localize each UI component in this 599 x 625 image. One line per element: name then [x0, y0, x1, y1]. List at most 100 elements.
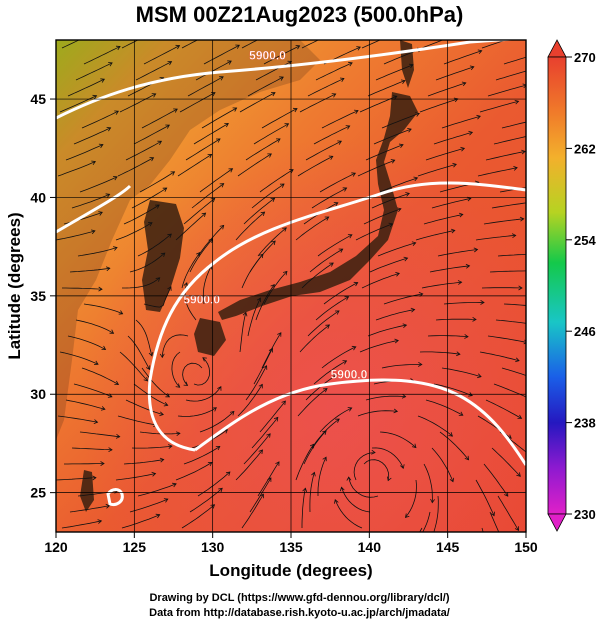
streamline: [193, 357, 211, 386]
streamline: [131, 445, 172, 449]
streamline: [417, 163, 457, 177]
streamline-arrowhead: [516, 34, 520, 38]
streamline-arrowhead: [256, 297, 261, 303]
streamline-arrowhead: [529, 134, 533, 138]
streamline: [123, 459, 164, 465]
streamline-arrowhead: [473, 247, 479, 253]
streamline: [321, 346, 356, 369]
streamline: [495, 70, 526, 81]
streamline: [253, 123, 289, 145]
streamline: [497, 253, 526, 257]
streamline-arrowhead: [168, 444, 173, 449]
streamline-arrowhead: [277, 332, 282, 337]
streamline-arrowhead: [155, 277, 161, 282]
streamline-arrowhead: [334, 310, 340, 315]
streamline: [241, 494, 264, 529]
streamline: [261, 332, 282, 369]
streamline-arrowhead: [242, 311, 248, 317]
streamline: [319, 407, 352, 433]
streamline: [319, 172, 356, 193]
streamline-arrowhead: [322, 430, 327, 435]
streamline: [489, 270, 526, 273]
streamline-arrowhead: [262, 365, 268, 370]
streamline-arrowhead: [273, 416, 279, 422]
x-tick-label: 135: [279, 539, 303, 555]
streamline-arrowhead: [333, 202, 339, 207]
streamline: [295, 216, 329, 241]
streamline: [119, 93, 156, 113]
streamline: [301, 488, 306, 528]
streamline: [417, 415, 453, 437]
streamline-arrowhead: [324, 216, 330, 221]
streamline-arrowhead: [215, 138, 221, 143]
streamline-arrowhead: [404, 513, 410, 518]
streamline: [357, 159, 395, 177]
streamline-arrowhead: [94, 30, 98, 34]
y-tick-label: 40: [30, 189, 46, 205]
streamline-arrowhead: [418, 361, 423, 367]
streamline-arrowhead: [219, 224, 225, 230]
streamline: [73, 127, 111, 145]
streamline-arrowhead: [519, 216, 525, 222]
streamline-arrowhead: [218, 487, 223, 493]
streamline-arrowhead: [229, 410, 235, 416]
streamline: [295, 444, 315, 481]
streamline-arrowhead: [412, 543, 416, 547]
streamline: [241, 40, 259, 49]
streamline-arrowhead: [536, 377, 540, 381]
streamline: [405, 479, 417, 518]
streamline: [348, 477, 379, 498]
streamline: [475, 235, 516, 241]
map-figure: 5900.0 5900.0 5900.0 120 125 130 135 140 145 150…: [5, 30, 596, 580]
streamline-arrowhead: [202, 357, 207, 362]
streamline: [371, 193, 410, 209]
streamline-arrowhead: [159, 353, 165, 359]
streamline: [475, 479, 495, 516]
streamline-arrowhead: [207, 153, 213, 159]
streamline-arrowhead: [398, 143, 404, 149]
streamline: [495, 319, 526, 324]
streamline: [237, 153, 272, 177]
japan-landmass: [218, 92, 418, 320]
streamline-arrowhead: [105, 193, 111, 198]
streamline-arrowhead: [276, 138, 281, 143]
streamline-arrowhead: [334, 499, 339, 504]
streamline-arrowhead: [148, 351, 154, 357]
streamline: [479, 351, 520, 362]
streamline: [59, 95, 97, 113]
streamline: [133, 124, 170, 145]
streamline: [491, 202, 526, 209]
streamline: [181, 504, 215, 529]
streamline-arrowhead: [228, 168, 234, 173]
streamline-arrowhead: [155, 204, 160, 209]
streamline-arrowhead: [115, 45, 121, 51]
streamline: [64, 463, 105, 465]
streamline: [315, 296, 349, 321]
streamline: [255, 284, 275, 321]
streamline-arrowhead: [105, 503, 111, 509]
streamline: [245, 138, 281, 161]
streamline: [161, 334, 189, 358]
streamline-arrowhead: [183, 282, 189, 287]
streamline-arrowhead: [395, 31, 399, 35]
streamline: [56, 230, 96, 241]
streamline-arrowhead: [405, 192, 410, 197]
x-tick-label: 125: [123, 539, 147, 555]
streamline-arrowhead: [469, 65, 475, 71]
streamline: [243, 433, 271, 465]
streamline-arrowhead: [282, 270, 288, 276]
streamline: [323, 282, 358, 305]
streamline-arrowhead: [335, 418, 340, 423]
streamline-arrowhead: [514, 99, 520, 105]
streamline: [489, 511, 500, 532]
streamline: [419, 98, 458, 113]
streamline-arrowhead: [411, 241, 417, 246]
streamline: [75, 319, 114, 334]
contour-line-middle: [56, 181, 526, 452]
streamline-arrowhead: [143, 376, 149, 382]
streamline: [71, 193, 110, 209]
contour-closed-small: [106, 488, 124, 506]
streamline-arrowhead: [146, 365, 151, 371]
streamline: [253, 348, 273, 385]
streamline-arrowhead: [258, 449, 263, 455]
